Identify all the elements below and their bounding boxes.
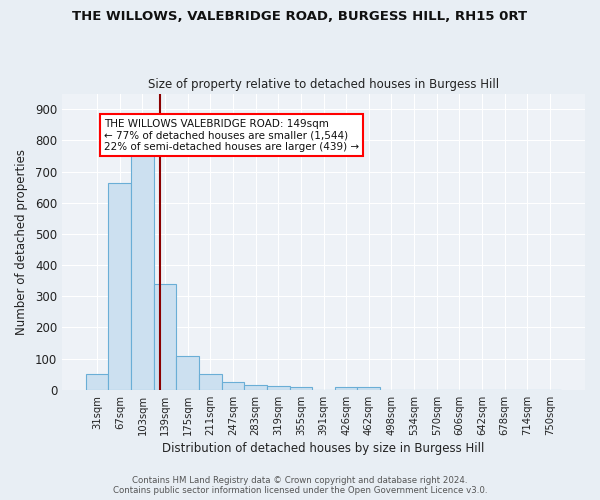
X-axis label: Distribution of detached houses by size in Burgess Hill: Distribution of detached houses by size … — [163, 442, 485, 455]
Bar — [176, 356, 199, 390]
Bar — [221, 382, 244, 390]
Bar — [358, 386, 380, 390]
Title: Size of property relative to detached houses in Burgess Hill: Size of property relative to detached ho… — [148, 78, 499, 91]
Bar — [244, 384, 267, 390]
Text: Contains HM Land Registry data © Crown copyright and database right 2024.
Contai: Contains HM Land Registry data © Crown c… — [113, 476, 487, 495]
Text: THE WILLOWS, VALEBRIDGE ROAD, BURGESS HILL, RH15 0RT: THE WILLOWS, VALEBRIDGE ROAD, BURGESS HI… — [73, 10, 527, 23]
Bar — [86, 374, 109, 390]
Y-axis label: Number of detached properties: Number of detached properties — [15, 148, 28, 334]
Bar — [290, 387, 312, 390]
Bar — [267, 386, 290, 390]
Bar — [154, 284, 176, 390]
Text: THE WILLOWS VALEBRIDGE ROAD: 149sqm
← 77% of detached houses are smaller (1,544): THE WILLOWS VALEBRIDGE ROAD: 149sqm ← 77… — [104, 118, 359, 152]
Bar — [109, 183, 131, 390]
Bar — [335, 386, 358, 390]
Bar — [199, 374, 221, 390]
Bar — [131, 154, 154, 390]
